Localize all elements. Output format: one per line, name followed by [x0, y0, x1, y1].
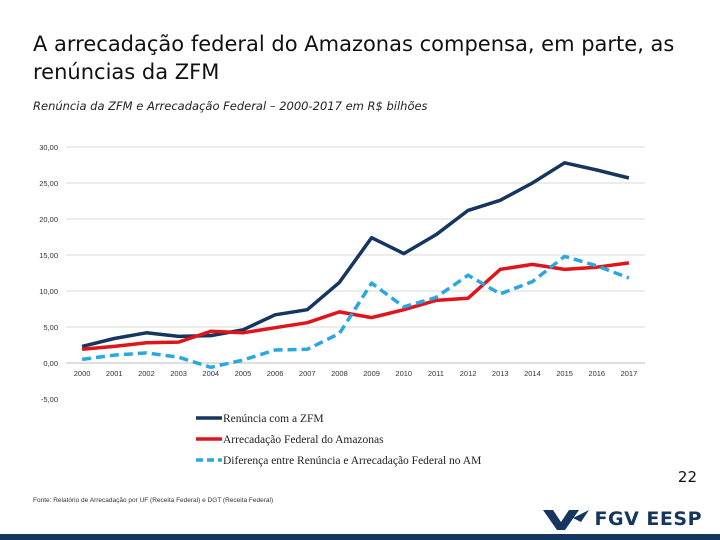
x-tick-label: 2014: [524, 369, 541, 378]
x-tick-label: 2009: [363, 369, 380, 378]
y-tick-label: 0,00: [43, 359, 58, 368]
y-tick-label: 30,00: [39, 143, 58, 152]
y-tick-label: 15,00: [39, 251, 58, 260]
fgv-eesp-logo: FGV EESP: [542, 506, 702, 532]
x-tick-label: 2006: [267, 369, 284, 378]
chart-legend: Renúncia com a ZFM Arrecadação Federal do…: [196, 413, 481, 467]
y-tick-label: 10,00: [39, 287, 58, 296]
x-tick-label: 2008: [331, 369, 348, 378]
x-tick-label: 2001: [106, 369, 123, 378]
x-tick-label: 2016: [588, 369, 605, 378]
y-tick-label: 20,00: [39, 215, 58, 224]
y-tick-label: 25,00: [39, 179, 58, 188]
x-tick-label: 2004: [202, 369, 219, 378]
bottom-accent-bar: [0, 534, 720, 540]
x-tick-label: 2000: [74, 369, 91, 378]
x-tick-label: 2003: [170, 369, 187, 378]
legend-label: Diferença entre Renúncia e Arrecadação F…: [223, 455, 481, 467]
y-tick-label: -5,00: [41, 395, 58, 404]
x-tick-label: 2010: [395, 369, 412, 378]
x-tick-label: 2017: [621, 369, 638, 378]
logo-text: FGV EESP: [594, 508, 702, 530]
x-tick-label: 2002: [138, 369, 155, 378]
x-tick-label: 2011: [428, 369, 444, 378]
series-lines: [81, 161, 630, 370]
line-chart: -5,00 0,00 5,00 10,00 15,00 20,00 25,00 30,00 2…: [39, 143, 645, 467]
legend-label: Arrecadação Federal do Amazonas: [223, 434, 384, 446]
series-line-2: [81, 261, 630, 352]
source-footnote: Fonte: Relatório de Arrecadação por UF (…: [33, 497, 274, 504]
y-axis-tick-labels: -5,00 0,00 5,00 10,00 15,00 20,00 25,00 30,00: [39, 143, 58, 404]
x-tick-label: 2013: [492, 369, 509, 378]
y-tick-label: 5,00: [43, 323, 58, 332]
x-tick-label: 2015: [556, 369, 573, 378]
series-line-1: [81, 161, 630, 349]
slide-title: A arrecadação federal do Amazonas compen…: [33, 32, 675, 84]
x-tick-label: 2007: [299, 369, 316, 378]
chart-subtitle: Renúncia da ZFM e Arrecadação Federal – …: [33, 99, 428, 113]
legend-label: Renúncia com a ZFM: [223, 413, 324, 425]
x-axis-tick-labels: 2000 2001 2002 2003 2004 2005 2006 2007 2008 2009…: [74, 369, 638, 378]
grid-lines: [66, 146, 645, 364]
x-tick-label: 2012: [460, 369, 477, 378]
series-line-3: [81, 254, 630, 370]
page-number: 22: [677, 468, 697, 486]
fgv-logo-mark-icon: [542, 510, 589, 530]
x-tick-label: 2005: [235, 369, 252, 378]
